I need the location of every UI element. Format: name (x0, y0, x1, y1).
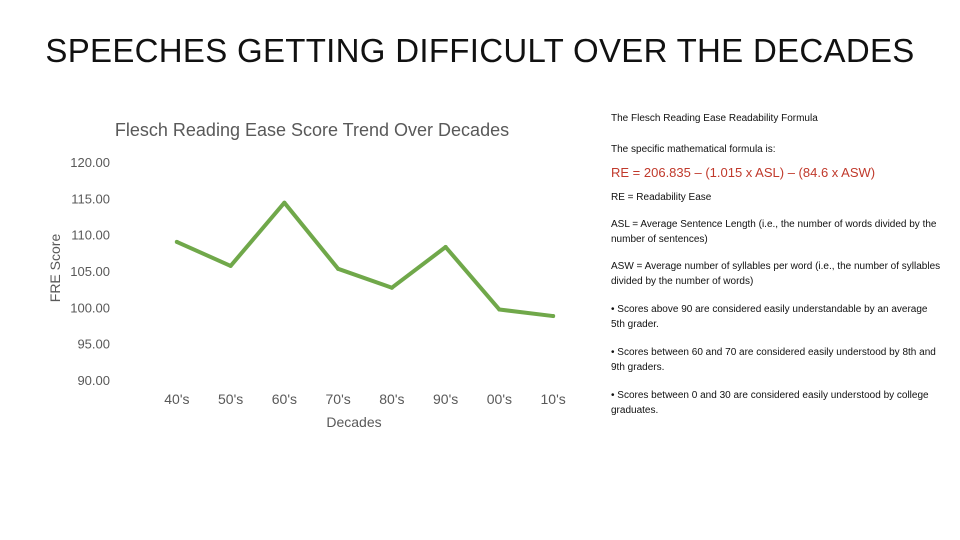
y-tick-label: 100.00 (70, 300, 110, 315)
asl-definition: ASL = Average Sentence Length (i.e., the… (611, 219, 937, 245)
slide-title: SPEECHES GETTING DIFFICULT OVER THE DECA… (45, 32, 915, 69)
data-point (228, 263, 233, 268)
formula-heading: The Flesch Reading Ease Readability Form… (611, 113, 818, 124)
x-tick-label: 80's (379, 391, 404, 407)
y-tick-label: 105.00 (70, 264, 110, 279)
x-tick-label: 70's (326, 391, 351, 407)
data-point (336, 266, 341, 271)
x-tick-label: 60's (272, 391, 297, 407)
data-point (443, 245, 448, 250)
y-tick-label: 120.00 (70, 155, 110, 170)
data-point (551, 314, 556, 319)
re-definition: RE = Readability Ease (611, 191, 712, 203)
data-point (282, 200, 287, 205)
x-tick-label: 10's (541, 391, 566, 407)
x-tick-label: 00's (487, 391, 512, 407)
y-tick-label: 115.00 (71, 191, 110, 206)
data-point (389, 285, 394, 290)
data-point (174, 239, 179, 244)
bullet-60-70: • Scores between 60 and 70 are considere… (611, 347, 936, 373)
series-line-fre-score (174, 200, 556, 319)
formula-text: RE = 206.835 – (1.015 x ASL) – (84.6 x A… (611, 165, 876, 180)
x-axis-label: Decades (326, 414, 381, 430)
data-point (497, 307, 502, 312)
chart-title: Flesch Reading Ease Score Trend Over Dec… (115, 120, 509, 140)
y-tick-label: 95.00 (77, 337, 110, 352)
fre-line-chart: Flesch Reading Ease Score Trend Over Dec… (47, 120, 566, 430)
formula-intro: The specific mathematical formula is: (611, 143, 776, 155)
y-tick-label: 90.00 (77, 373, 110, 388)
x-tick-label: 50's (218, 391, 243, 407)
y-axis-label: FRE Score (47, 234, 63, 303)
x-tick-label: 90's (433, 391, 458, 407)
bullet-0-30: • Scores between 0 and 30 are considered… (611, 390, 929, 416)
formula-panel: The Flesch Reading Ease Readability Form… (611, 112, 941, 418)
x-tick-label: 40's (164, 391, 189, 407)
y-tick-label: 110.00 (71, 228, 110, 243)
bullet-above-90: • Scores above 90 are considered easily … (611, 304, 928, 330)
asw-definition: ASW = Average number of syllables per wo… (611, 261, 941, 287)
